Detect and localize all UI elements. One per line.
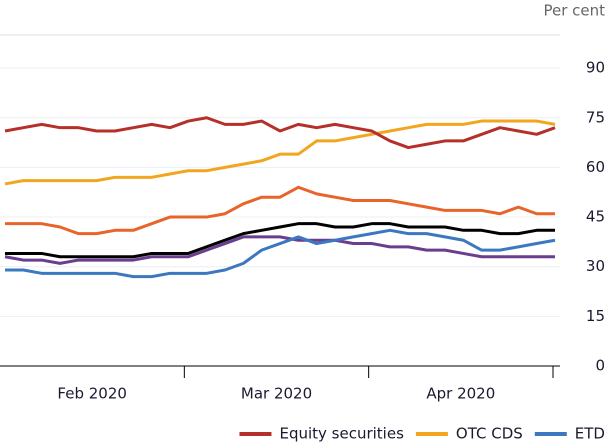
series-line [5,228,556,279]
series-line [4,116,556,150]
series-line [4,119,556,186]
series-line [5,222,555,259]
legend-label: ETD [575,425,605,443]
y-tick-label: 75 [586,108,605,126]
y-tick-label: 0 [595,357,605,375]
x-tick-label: Feb 2020 [57,385,127,403]
series-line [5,185,555,236]
y-tick-label: 30 [586,257,605,275]
x-tick-label: Apr 2020 [426,385,495,403]
legend-label: OTC CDS [456,425,523,443]
y-tick-label: 45 [586,208,605,226]
x-tick-label: Mar 2020 [241,385,312,403]
unit-label: Per cent [543,2,605,20]
series-line [4,235,555,265]
legend-label: Equity securities [279,425,404,443]
y-tick-label: 90 [586,59,605,77]
y-tick-label: 60 [586,158,605,176]
y-tick-label: 15 [586,307,605,325]
